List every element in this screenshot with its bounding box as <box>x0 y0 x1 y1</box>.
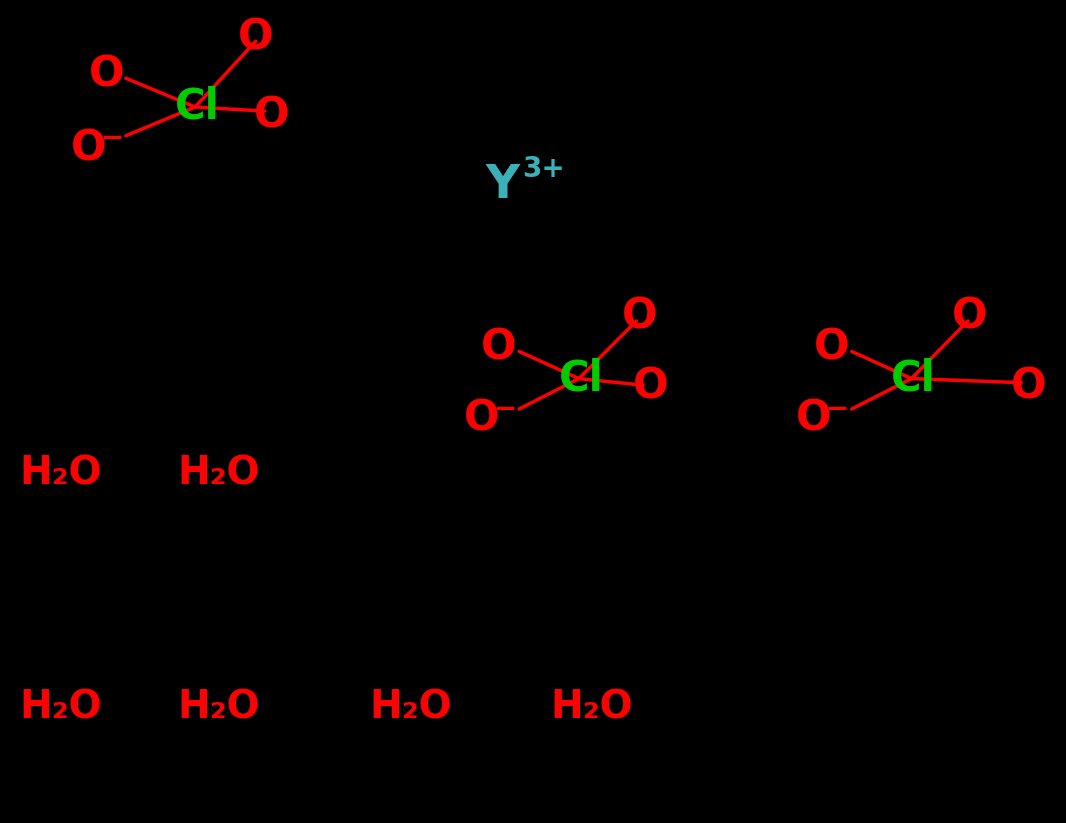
Text: H₂O: H₂O <box>550 689 633 727</box>
Text: O: O <box>796 397 831 439</box>
Text: O: O <box>1011 365 1047 408</box>
Text: H₂O: H₂O <box>19 454 102 492</box>
Text: H₂O: H₂O <box>19 689 102 727</box>
Text: H₂O: H₂O <box>177 689 260 727</box>
Text: O: O <box>632 365 668 408</box>
Text: −: − <box>101 124 125 152</box>
Text: Cl: Cl <box>175 86 220 128</box>
Text: Y: Y <box>485 163 519 207</box>
Text: O: O <box>813 326 850 369</box>
Text: O: O <box>621 295 658 338</box>
Text: H₂O: H₂O <box>177 454 260 492</box>
Text: O: O <box>71 127 107 170</box>
Text: O: O <box>952 295 988 338</box>
Text: O: O <box>238 16 274 58</box>
Text: H₂O: H₂O <box>369 689 452 727</box>
Text: Cl: Cl <box>559 357 603 400</box>
Text: Cl: Cl <box>891 357 936 400</box>
Text: O: O <box>254 94 290 137</box>
Text: −: − <box>494 395 517 423</box>
Text: −: − <box>826 395 850 423</box>
Text: O: O <box>88 53 125 95</box>
Text: O: O <box>464 397 499 439</box>
Text: 3+: 3+ <box>522 155 565 183</box>
Text: O: O <box>481 326 517 369</box>
